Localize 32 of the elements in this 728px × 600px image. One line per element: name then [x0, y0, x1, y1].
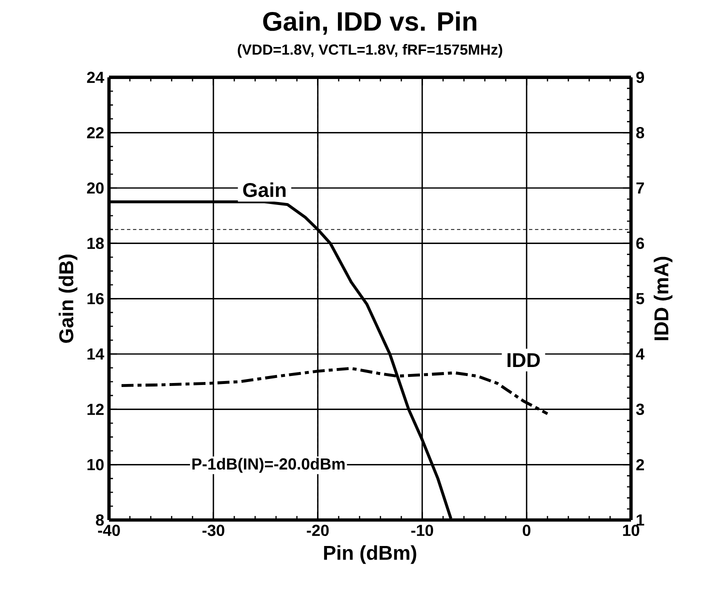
x-tick-label: -40	[98, 524, 120, 536]
x-tick-label: -30	[202, 524, 224, 536]
chart-subtitle: (VDD=1.8V, VCTL=1.8V, fRF=1575MHz)	[238, 44, 502, 58]
x-tick-label: -10	[411, 524, 434, 536]
x-tick-label: 10	[623, 524, 640, 536]
y-tick-label: 8	[96, 514, 104, 526]
y2-tick-label: 4	[636, 348, 645, 360]
y-tick-label: 12	[87, 404, 104, 415]
y2-tick-label: 9	[636, 72, 644, 83]
y2-tick-label: 3	[636, 404, 644, 416]
y-tick-label: 14	[87, 348, 104, 360]
y2-tick-label: 8	[636, 127, 644, 138]
y-tick-label: 22	[87, 127, 104, 138]
y2-axis-title: IDD (mA)	[654, 256, 672, 340]
y2-tick-label: 6	[636, 238, 644, 249]
x-tick-label: -20	[306, 524, 329, 536]
series-label: IDD	[508, 353, 540, 367]
y-tick-label: 20	[87, 182, 104, 194]
y2-tick-label: 7	[636, 182, 644, 194]
y-tick-label: 16	[87, 293, 104, 304]
series-label: Gain	[243, 182, 286, 198]
y2-tick-label: 5	[636, 293, 644, 304]
y2-tick-label: 1	[636, 514, 644, 526]
y-tick-label: 24	[87, 72, 104, 83]
y-tick-label: 10	[87, 459, 104, 470]
y-axis-title: Gain (dB)	[58, 254, 78, 343]
x-tick-label: 0	[522, 524, 530, 536]
x-axis-title: Pin (dBm)	[324, 545, 416, 564]
chart-title: Gain, IDD vs. Pin	[263, 11, 476, 35]
ref-line-label: P-1dB(IN)=-20.0dBm	[192, 458, 345, 473]
y-tick-label: 18	[87, 238, 104, 249]
y2-tick-label: 2	[636, 459, 644, 470]
